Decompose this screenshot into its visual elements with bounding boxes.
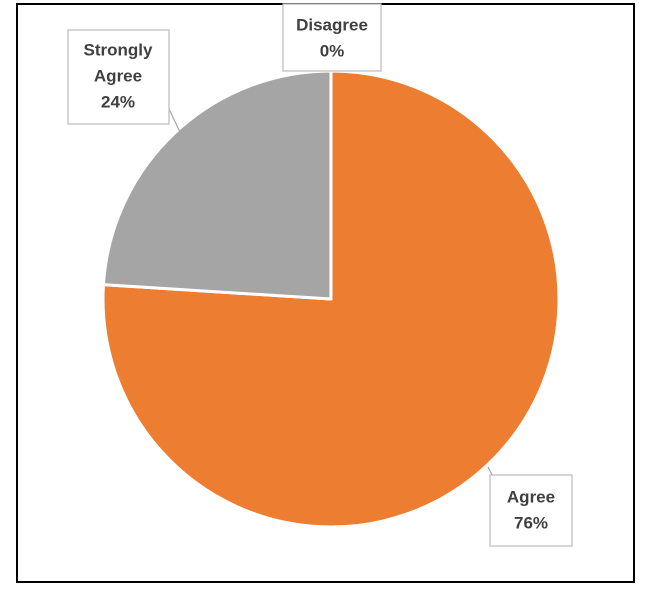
leader-line-strongly-agree [167,106,181,133]
data-label-strongly-agree-name-line1: Strongly [84,40,153,59]
pie-slices [101,69,561,529]
data-label-agree-name: Agree [507,487,555,506]
data-label-disagree-name: Disagree [296,15,368,34]
data-label-strongly-agree-value: 24% [101,92,135,111]
data-label-strongly-agree: Strongly Agree 24% [67,29,170,125]
pie-slice-agree [101,69,561,529]
pie-slice-strongly-agree [101,69,333,301]
data-label-disagree: Disagree 0% [282,3,382,72]
data-label-agree: Agree 76% [489,474,573,547]
data-label-agree-value: 76% [514,513,548,532]
data-label-disagree-value: 0% [320,41,345,60]
data-label-strongly-agree-name-line2: Agree [94,66,142,85]
